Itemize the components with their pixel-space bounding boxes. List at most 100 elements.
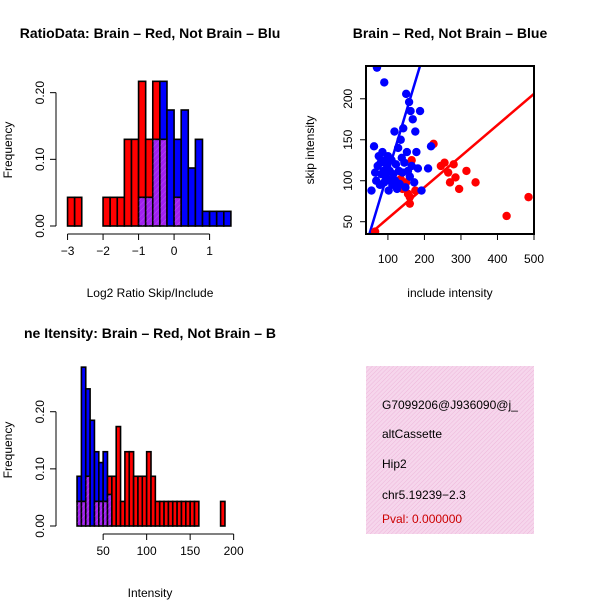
intensity-hist-bar-overlap-hatch: [107, 494, 112, 526]
ratio-hist-x-tick-label: −2: [96, 244, 110, 258]
scatter-point-brain: [440, 158, 449, 167]
intensity-histogram-ylabel: Frequency: [1, 422, 15, 479]
ratio-hist-bar-overlap-hatch: [174, 197, 182, 226]
intensity-hist-y-tick-label: 0.20: [33, 400, 47, 424]
ratio-hist-bar-brain: [137, 80, 147, 199]
ratio-histogram-xlabel: Log2 Ratio Skip/Include: [87, 286, 214, 300]
scatter-frame: [365, 65, 535, 235]
scatter-title: Brain – Red, Not Brain – Blue: [353, 25, 548, 41]
scatter-point-notbrain: [412, 147, 421, 157]
scatter-point-brain: [405, 192, 415, 202]
intensity-hist-y-tick-label: 0.10: [33, 457, 47, 481]
intensity-histogram-bars: [76, 366, 226, 527]
intensity-hist-x-tick-label: 100: [137, 544, 157, 558]
scatter-x-tick-label: 200: [414, 252, 434, 266]
ratio-histogram-ylabel: Frequency: [1, 122, 15, 179]
scatter-point-notbrain: [413, 164, 423, 173]
event-info-panel: G7099206@J936090@j_ altCassette Hip2 chr…: [366, 366, 534, 534]
ratio-hist-x-tick-label: 0: [171, 244, 178, 258]
ratio-hist-bar-brain: [73, 196, 83, 227]
scatter-inner: [367, 66, 534, 234]
ratio-hist-x-tick-label: 1: [206, 244, 213, 258]
intensity-hist-x-tick-label: 200: [224, 544, 244, 558]
intensity-scatter-panel: Brain – Red, Not Brain – Blue 100 200 300 4…: [303, 25, 548, 300]
intensity-hist-y-tick-label: 0.00: [33, 514, 47, 538]
scatter-point-notbrain: [426, 142, 436, 151]
scatter-point-notbrain: [402, 147, 412, 157]
scatter-y-tick-label: 100: [341, 170, 355, 190]
scatter-fit-line-notbrain: [368, 66, 422, 234]
scatter-point-notbrain: [369, 142, 379, 151]
scatter-point-brain: [471, 178, 480, 187]
ratio-hist-bar-brain: [130, 138, 140, 227]
scatter-point-brain: [445, 178, 455, 187]
scatter-point-brain: [411, 186, 420, 195]
info-location: chr5.19239−2.3: [382, 488, 466, 502]
ratio-hist-y-tick-label: 0.10: [33, 147, 47, 171]
info-box-hatch: [366, 366, 534, 534]
ratio-hist-bar-overlap-hatch: [159, 139, 167, 226]
ratio-histogram-title: RatioData: Brain – Red, Not Brain – Blu: [20, 25, 281, 41]
scatter-point-notbrain: [406, 106, 415, 116]
scatter-point-notbrain: [372, 66, 382, 72]
intensity-hist-bar-overlap-hatch: [77, 501, 82, 526]
ratio-hist-bar-notbrain: [222, 210, 232, 227]
scatter-x-tick-label: 400: [487, 252, 507, 266]
ratio-hist-bar-overlap-hatch: [138, 197, 146, 226]
intensity-histogram-xlabel: Intensity: [128, 586, 173, 600]
scatter-point-brain: [462, 166, 471, 176]
info-event-type: altCassette: [382, 427, 442, 441]
ratio-hist-bar-notbrain: [180, 109, 190, 227]
scatter-point-notbrain: [367, 186, 376, 195]
scatter-point-brain: [451, 173, 460, 182]
ratio-hist-bar-brain: [151, 80, 161, 141]
info-gene: Hip2: [382, 457, 407, 471]
ratio-hist-x-tick-label: −3: [61, 244, 75, 258]
scatter-point-notbrain: [405, 172, 415, 181]
scatter-point-brain: [405, 199, 415, 208]
scatter-point-brain: [370, 227, 380, 234]
ratio-hist-y-tick-label: 0.20: [33, 81, 47, 105]
scatter-point-notbrain: [400, 158, 409, 167]
ratio-hist-bar-notbrain: [215, 210, 225, 227]
scatter-point-notbrain: [391, 160, 401, 169]
intensity-hist-x-tick-label: 150: [180, 544, 200, 558]
intensity-histogram-title: ne Itensity: Brain – Red, Not Brain – B: [24, 325, 276, 341]
ratio-hist-bar-notbrain: [187, 167, 197, 227]
ratio-hist-bar-notbrain: [194, 138, 204, 227]
scatter-point-notbrain: [408, 115, 417, 124]
intensity-hist-bar-overlap-hatch: [81, 501, 86, 526]
scatter-point-brain: [524, 192, 533, 202]
intensity-hist-x-tick-label: 50: [96, 544, 110, 558]
intensity-histogram-panel: ne Itensity: Brain – Red, Not Brain – B …: [1, 325, 276, 600]
scatter-point-notbrain: [399, 124, 408, 133]
scatter-point-notbrain: [396, 135, 405, 144]
scatter-point-notbrain: [390, 127, 399, 136]
scatter-point-brain: [454, 184, 464, 194]
intensity-hist-bar-overlap-hatch: [85, 476, 91, 526]
scatter-xlabel: include intensity: [407, 286, 492, 300]
ratio-hist-bar-notbrain: [159, 80, 168, 141]
ratio-hist-bar-overlap-hatch: [145, 197, 153, 226]
ratio-histogram-bars: [66, 80, 232, 227]
scatter-point-notbrain: [404, 97, 414, 107]
scatter-point-notbrain: [411, 127, 420, 136]
intensity-hist-bar-overlap-hatch: [98, 501, 104, 526]
ratio-hist-bar-brain: [109, 196, 119, 227]
info-pval: Pval: 0.000000: [382, 512, 462, 526]
intensity-hist-bar-brain: [193, 500, 200, 527]
ratio-histogram-axes: −3 −2 −1 0 1 0.00 0.10 0.20: [33, 81, 213, 258]
ratio-hist-bar-brain: [144, 138, 154, 199]
scatter-point-brain: [502, 211, 511, 221]
ratio-hist-bar-brain: [123, 138, 133, 227]
ratio-hist-bar-notbrain: [208, 210, 218, 227]
ratio-hist-bar-notbrain: [201, 210, 211, 227]
intensity-hist-bar-brain: [219, 500, 226, 527]
info-event-id: G7099206@J936090@j_: [382, 398, 518, 412]
scatter-point-notbrain: [410, 178, 419, 187]
ratio-hist-bar-brain: [116, 196, 126, 227]
intensity-hist-bar-overlap-hatch: [103, 501, 108, 526]
scatter-point-brain: [449, 160, 458, 169]
scatter-x-tick-label: 500: [524, 252, 544, 266]
